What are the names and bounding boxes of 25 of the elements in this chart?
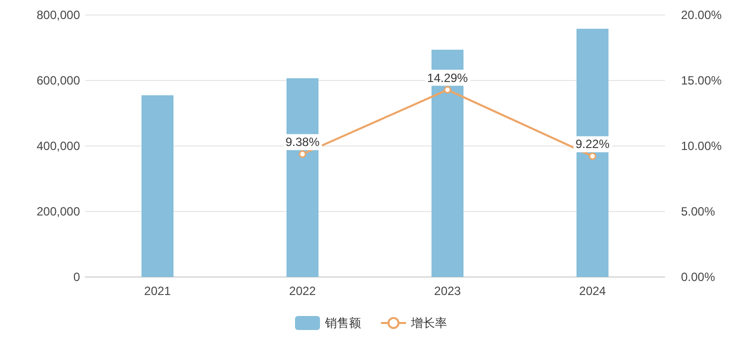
data-label: 14.29% [427,70,468,85]
y2-tick-label: 15.00% [681,74,722,88]
y2-tick-label: 10.00% [681,139,722,153]
point [444,86,452,94]
data-label: 9.22% [575,137,610,152]
point [298,150,306,158]
y-tick-label: 0 [73,270,80,284]
point [588,152,596,160]
y-tick-label: 200,000 [36,204,80,218]
y-tick-label: 400,000 [36,139,80,153]
bar [142,95,174,277]
y2-tick-label: 20.00% [681,8,722,22]
x-tick-label: 2024 [579,284,606,298]
y-tick-label: 600,000 [36,74,80,88]
y2-tick-label: 5.00% [681,204,716,218]
bar [576,28,608,277]
legend-label: 销售额 [324,316,361,330]
x-tick-label: 2021 [144,284,172,298]
bar [286,78,318,277]
y2-tick-label: 0.00% [681,270,716,284]
x-tick-label: 2023 [434,284,462,298]
legend-label: 增长率 [410,316,447,330]
x-tick-label: 2022 [289,284,316,298]
y-tick-label: 800,000 [36,8,80,22]
data-label: 9.38% [285,135,320,150]
